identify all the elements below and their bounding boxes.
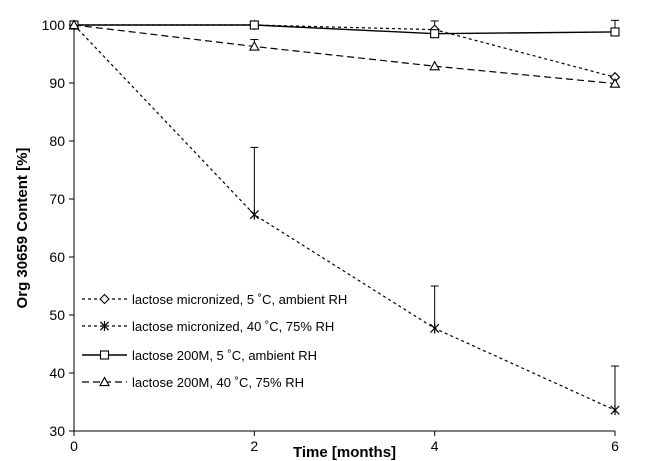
legend-marker <box>99 376 110 387</box>
legend: lactose micronized, 5 ˚C, ambient RH lact… <box>82 292 347 390</box>
series-4-point <box>68 19 80 30</box>
legend-marker <box>99 350 110 360</box>
x-tick-label: 2 <box>250 438 258 454</box>
legend-item-3: lactose 200M, 5 ˚C, ambient RH <box>82 348 317 363</box>
y-tick-label: 30 <box>49 423 65 439</box>
legend-item-4: lactose 200M, 40 ˚C, 75% RH <box>82 375 304 390</box>
axes: 30 40 50 60 70 80 90 100 0 2 4 6 <box>42 17 619 454</box>
series-2-line <box>73 24 616 411</box>
x-axis-title: Time [months] <box>293 444 396 461</box>
series-4-point <box>609 77 621 88</box>
x-tick-label: 6 <box>611 438 619 454</box>
x-tick-label: 4 <box>431 438 439 454</box>
series-3-point <box>430 29 440 39</box>
legend-label: lactose micronized, 5 ˚C, ambient RH <box>132 292 347 307</box>
y-tick-label: 100 <box>42 17 66 33</box>
series-2-point <box>430 323 440 334</box>
x-tick-label: 0 <box>70 438 78 454</box>
y-axis-title: Org 30659 Content [%] <box>14 148 31 309</box>
y-tick-label: 80 <box>49 133 65 149</box>
y-tick-label: 70 <box>49 191 65 207</box>
legend-label: lactose micronized, 40 ˚C, 75% RH <box>132 319 334 334</box>
legend-label: lactose 200M, 40 ˚C, 75% RH <box>132 375 304 390</box>
y-tick-label: 90 <box>49 75 65 91</box>
legend-marker <box>99 293 110 305</box>
series-3-point <box>610 27 620 37</box>
legend-label: lactose 200M, 5 ˚C, ambient RH <box>132 348 317 363</box>
series-2-point <box>249 209 259 220</box>
series-layer <box>68 19 621 416</box>
series-3-line <box>74 24 616 35</box>
series-3-point <box>249 20 259 30</box>
y-tick-label: 60 <box>49 249 65 265</box>
series-4-point <box>248 40 260 51</box>
y-tick-label: 40 <box>49 365 65 381</box>
legend-item-1: lactose micronized, 5 ˚C, ambient RH <box>82 292 347 307</box>
series-2-point <box>610 405 620 416</box>
legend-marker <box>99 321 110 331</box>
series-4-line <box>73 24 616 85</box>
series-4-point <box>429 60 441 71</box>
series-3 <box>69 19 620 39</box>
y-tick-label: 50 <box>49 307 65 323</box>
legend-item-2: lactose micronized, 40 ˚C, 75% RH <box>82 319 334 334</box>
series-4 <box>68 19 621 88</box>
